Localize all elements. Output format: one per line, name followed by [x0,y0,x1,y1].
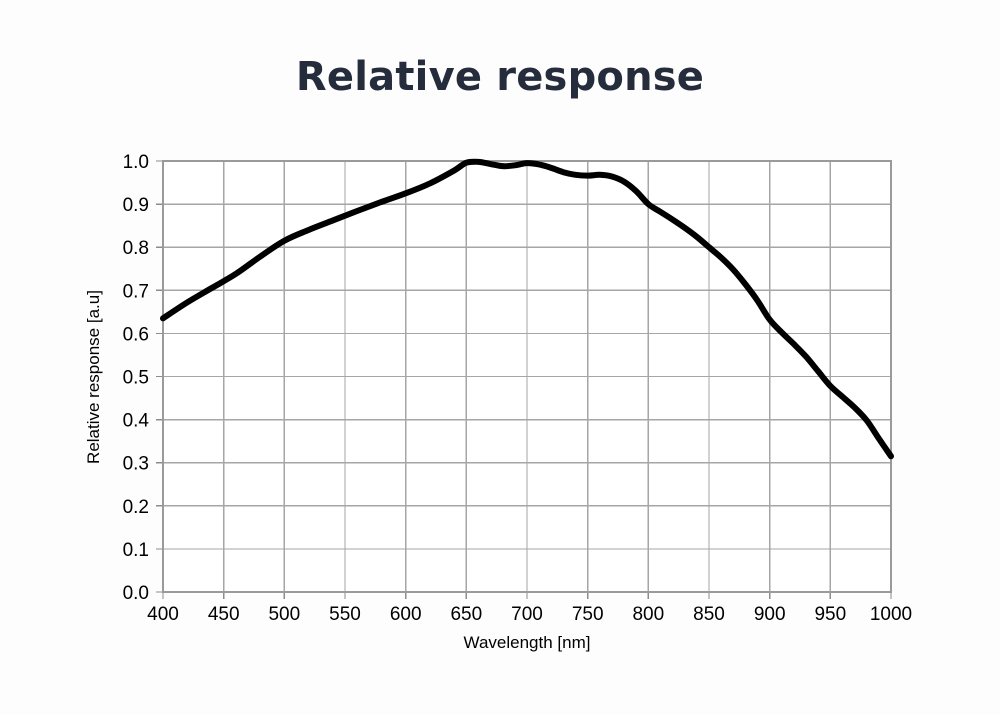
x-tick-label: 550 [329,604,361,625]
y-tick-label: 0.1 [123,540,149,561]
data-series-line [160,158,894,460]
x-axis-title: Wavelength [nm] [464,633,591,652]
x-tick-label: 800 [632,604,664,625]
y-tick-label: 0.0 [123,583,149,604]
y-tick-label: 1.0 [123,152,149,173]
x-tick-label: 450 [208,604,240,625]
tick-marks-y [156,160,163,593]
x-tick-label: 1000 [870,604,912,625]
y-tick-label: 0.3 [123,454,149,475]
x-tick-label: 900 [754,604,786,625]
y-tick-label: 0.6 [123,324,149,345]
x-tick-label: 650 [450,604,482,625]
y-tick-label: 0.2 [123,497,149,518]
y-tick-label: 0.7 [123,281,149,302]
x-tick-label: 500 [268,604,300,625]
x-tick-label: 950 [814,604,846,625]
chart-title: Relative response [295,54,705,100]
tick-labels-x: 400 450 500 550 600 650 700 750 800 850 900 950 1000 [147,604,912,625]
y-tick-label: 0.4 [123,411,150,432]
y-tick-label: 0.8 [123,238,149,259]
y-tick-label: 0.5 [123,368,149,389]
x-tick-label: 400 [147,604,179,625]
y-tick-label: 0.9 [123,195,149,216]
x-tick-label: 850 [693,604,725,625]
y-axis-title: Relative response [a.u] [84,290,103,464]
x-tick-label: 600 [390,604,422,625]
x-tick-label: 700 [511,604,543,625]
tick-marks-x [162,592,892,599]
tick-labels-y: 0.0 0.1 0.2 0.3 0.4 0.5 0.6 0.7 0.8 0.9 1.0 [123,152,150,604]
x-tick-label: 750 [572,604,604,625]
